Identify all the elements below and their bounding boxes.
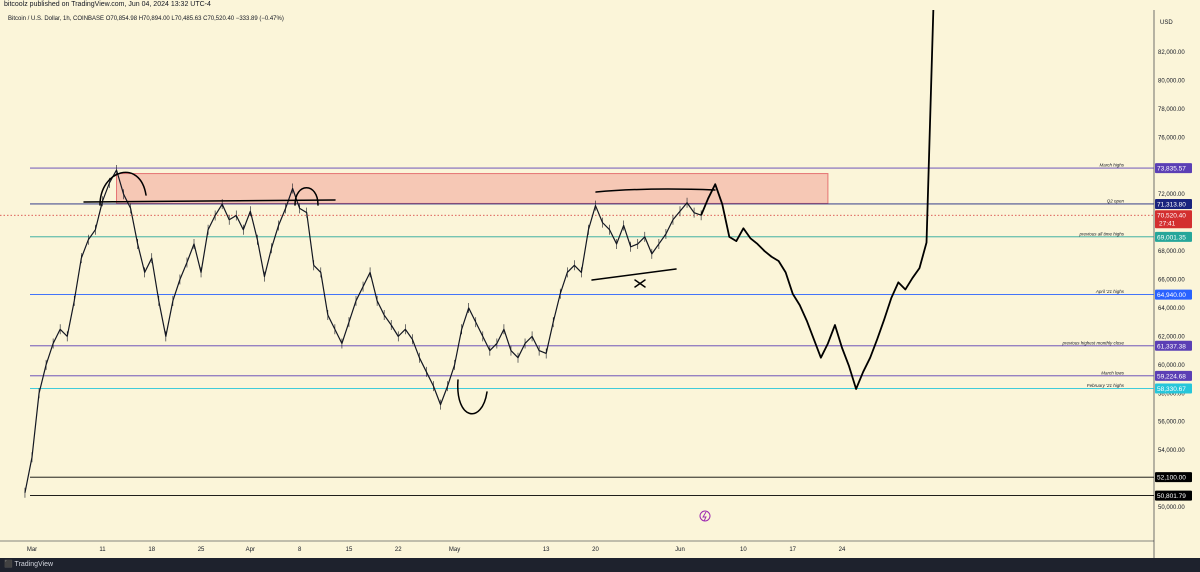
price-tag-label: 69,001.35 (1157, 234, 1186, 241)
neckline-drawing (83, 199, 336, 203)
support-line-drawing (591, 268, 677, 281)
top-circle-drawing (99, 171, 147, 206)
bottom-circle-drawing (457, 379, 488, 415)
y-tick-label: 66,000.00 (1158, 278, 1185, 284)
top-line-drawing (595, 188, 716, 193)
y-tick-label: 62,000.00 (1158, 334, 1185, 340)
price-tag (1155, 383, 1192, 394)
top-circle-drawing (294, 187, 319, 206)
x-tick-label: Apr (246, 547, 255, 553)
x-mark-drawing (634, 279, 646, 288)
x-tick-label: Jun (675, 547, 685, 553)
y-tick-label: 72,000.00 (1158, 192, 1185, 198)
y-tick-label: 80,000.00 (1158, 78, 1185, 84)
x-tick-label: 24 (839, 547, 846, 553)
price-tag-label: 50,801.79 (1157, 493, 1186, 500)
y-tick-label: 68,000.00 (1158, 249, 1185, 255)
footer-bar: ⬛ TradingView (0, 558, 1200, 572)
price-tag (1155, 198, 1192, 209)
x-tick-label: 20 (592, 547, 599, 553)
x-tick-label: 22 (395, 547, 402, 553)
publish-bar: bitcoolz published on TradingView.com, J… (0, 0, 1200, 10)
price-tag (1155, 231, 1192, 242)
price-tag (1155, 210, 1192, 229)
x-tick-label: 13 (543, 547, 550, 553)
x-tick-label: 15 (346, 547, 353, 553)
level-note: Q2 open (1107, 198, 1125, 203)
price-tag-label: 64,940.00 (1157, 292, 1186, 299)
currency-label: USD (1160, 20, 1173, 26)
y-tick-label: 78,000.00 (1158, 107, 1185, 113)
price-tag (1155, 370, 1192, 381)
x-tick-label: May (449, 547, 460, 553)
publish-info: bitcoolz published on TradingView.com, J… (4, 1, 211, 8)
symbol-legend: Bitcoin / U.S. Dollar, 1h, COINBASE O70,… (8, 16, 284, 22)
price-tag (1155, 289, 1192, 300)
brand-label: TradingView (14, 561, 54, 568)
price-tag-label: 52,100.00 (1157, 475, 1186, 482)
y-tick-label: 50,000.00 (1158, 505, 1185, 511)
x-tick-label: 11 (99, 547, 106, 553)
x-tick-label: Mar (27, 547, 37, 553)
price-tag (1155, 163, 1192, 174)
tradingview-logo-icon: ⬛ (4, 561, 13, 568)
price-tag-label: 59,224.68 (1157, 373, 1186, 380)
x-tick-label: 10 (740, 547, 747, 553)
level-note: March lows (1101, 370, 1125, 375)
price-tag-label: 73,835.57 (1157, 166, 1186, 173)
y-tick-label: 60,000.00 (1158, 363, 1185, 369)
alert-icon[interactable] (699, 510, 711, 522)
price-tag (1155, 490, 1192, 501)
level-note: March highs (1099, 163, 1124, 168)
chart-area[interactable]: USD March highs Q2 open previous all time … (0, 10, 1200, 558)
price-tag-label: 58,330.67 (1157, 386, 1186, 393)
x-tick-label: 8 (298, 547, 302, 553)
x-tick-label: 18 (148, 547, 155, 553)
x-tick-label: 17 (789, 547, 796, 553)
price-chart[interactable]: USD March highs Q2 open previous all time … (0, 10, 1200, 558)
price-tag (1155, 472, 1192, 483)
y-tick-label: 54,000.00 (1158, 448, 1185, 454)
projection-path (700, 10, 935, 390)
y-tick-label: 58,000.00 (1158, 391, 1185, 397)
level-note: April '21 highs (1095, 289, 1125, 294)
price-series-line (24, 169, 702, 493)
price-tag-label: 71,313.80 (1157, 201, 1186, 208)
x-tick-label: 25 (198, 547, 205, 553)
level-note: previous highest monthly close (1061, 340, 1124, 345)
countdown-label: 27:41 (1159, 221, 1176, 228)
price-tag-label: 70,520.40 (1157, 213, 1186, 220)
y-tick-label: 82,000.00 (1158, 50, 1185, 56)
y-tick-label: 56,000.00 (1158, 420, 1185, 426)
price-tag-label: 61,337.38 (1157, 343, 1186, 350)
y-tick-label: 76,000.00 (1158, 135, 1185, 141)
resistance-zone (116, 173, 829, 204)
y-tick-label: 64,000.00 (1158, 306, 1185, 312)
level-note: February '21 highs (1087, 383, 1125, 388)
price-tag (1155, 340, 1192, 351)
level-note: previous all time highs (1078, 231, 1124, 236)
